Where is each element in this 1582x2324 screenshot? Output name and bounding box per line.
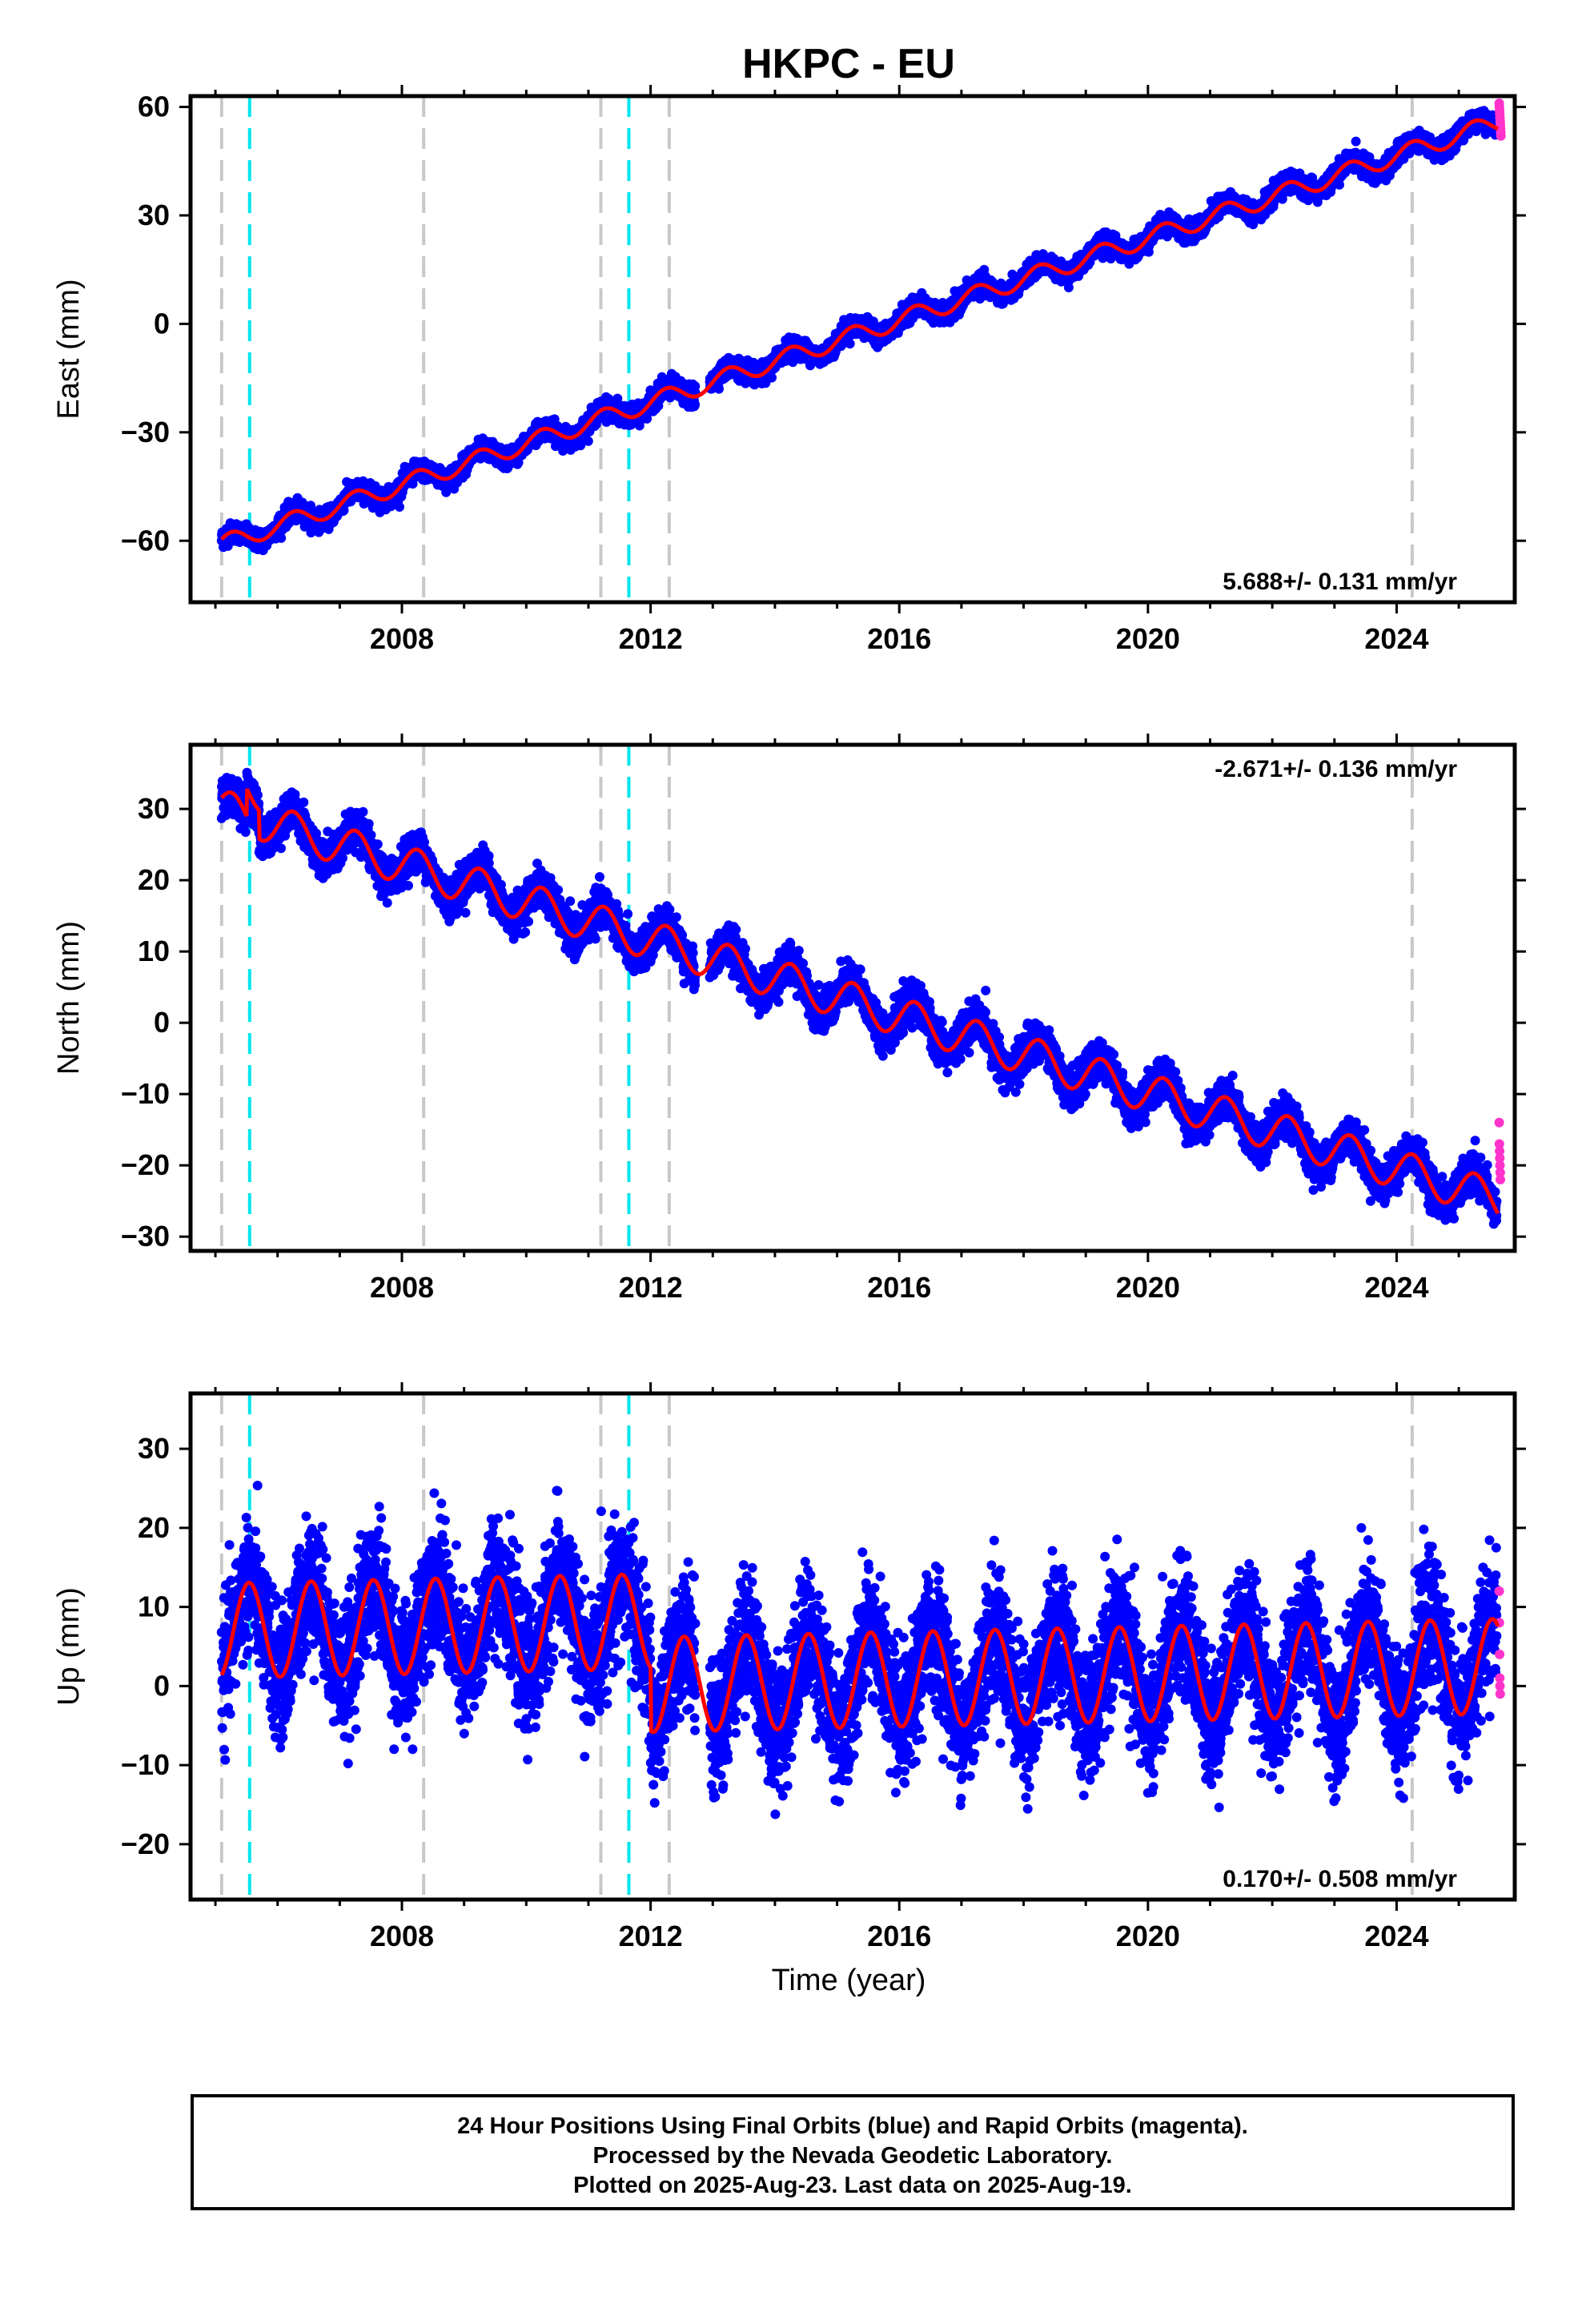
final-orbit-point bbox=[767, 372, 777, 383]
final-orbit-point bbox=[714, 384, 724, 394]
final-orbit-point bbox=[583, 436, 593, 446]
final-orbit-point bbox=[395, 502, 404, 512]
final-orbit-point bbox=[690, 400, 701, 410]
plot-area-east bbox=[216, 96, 1506, 602]
final-orbit-point bbox=[276, 533, 287, 543]
final-orbit-point bbox=[513, 457, 524, 468]
final-orbit-point bbox=[845, 339, 855, 349]
figure-title: HKPC - EU bbox=[742, 41, 955, 87]
final-orbit-points-east bbox=[216, 106, 1502, 556]
